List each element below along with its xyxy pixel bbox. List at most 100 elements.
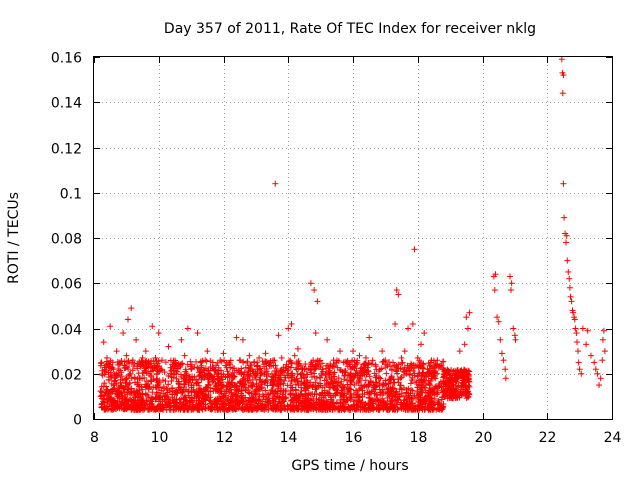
data-point (224, 368, 231, 375)
data-point (495, 318, 502, 325)
data-point (288, 364, 295, 371)
data-point (591, 359, 598, 366)
data-point (160, 383, 167, 390)
data-point (129, 367, 136, 374)
data-points (97, 56, 608, 413)
data-point (392, 320, 399, 327)
x-tick-label: 10 (151, 430, 169, 446)
data-point (153, 395, 160, 402)
data-point (420, 369, 427, 376)
data-point (378, 402, 385, 409)
data-point (291, 352, 298, 359)
data-point (596, 382, 603, 389)
data-point (432, 375, 439, 382)
data-point (242, 387, 249, 394)
data-point (278, 367, 285, 374)
data-point (165, 372, 172, 379)
data-point (204, 348, 211, 355)
data-point (313, 386, 320, 393)
data-point (394, 370, 401, 377)
data-point (430, 372, 437, 379)
data-point (197, 358, 204, 365)
data-point (357, 372, 364, 379)
x-tick-label: 22 (539, 430, 557, 446)
data-point (498, 350, 505, 357)
data-point (328, 396, 335, 403)
data-point (334, 389, 341, 396)
data-point (184, 325, 191, 332)
data-point (287, 391, 294, 398)
data-point (587, 352, 594, 359)
data-point (342, 401, 349, 408)
data-point (198, 362, 205, 369)
data-point (366, 388, 373, 395)
x-tick-labels: 8 10 12 14 16 18 20 22 24 (90, 430, 621, 446)
data-point (362, 377, 369, 384)
data-point (351, 365, 358, 372)
data-point (215, 388, 222, 395)
data-point (120, 385, 127, 392)
data-point (563, 232, 570, 239)
data-point (384, 362, 391, 369)
data-point (390, 385, 397, 392)
data-point (251, 389, 258, 396)
data-point (149, 323, 156, 330)
data-point (497, 336, 504, 343)
data-point (423, 373, 430, 380)
data-point (154, 375, 161, 382)
data-point (328, 379, 335, 386)
data-point (578, 370, 585, 377)
data-point (571, 316, 578, 323)
data-point (248, 383, 255, 390)
data-point (365, 382, 372, 389)
data-point (288, 360, 295, 367)
data-point (261, 371, 268, 378)
x-tick-label: 20 (475, 430, 493, 446)
data-point (262, 350, 269, 357)
data-point (105, 376, 112, 383)
data-point (401, 348, 408, 355)
data-point (155, 330, 162, 337)
data-point (337, 348, 344, 355)
y-tick-label: 0.16 (51, 51, 82, 67)
data-point (492, 271, 499, 278)
data-point (125, 357, 132, 364)
data-point (567, 293, 574, 300)
data-point (559, 90, 566, 97)
data-point (572, 325, 579, 332)
data-point (411, 246, 418, 253)
x-tick-label: 16 (345, 430, 363, 446)
data-point (400, 384, 407, 391)
data-point (143, 391, 150, 398)
data-point (560, 72, 567, 79)
data-point (157, 367, 164, 374)
data-point (280, 380, 287, 387)
data-point (510, 325, 517, 332)
data-point (105, 403, 112, 410)
data-point (402, 393, 409, 400)
data-point (205, 381, 212, 388)
data-point (194, 330, 201, 337)
data-point (316, 358, 323, 365)
data-point (431, 369, 438, 376)
data-point (249, 376, 256, 383)
x-tick-label: 14 (280, 430, 298, 446)
data-point (362, 381, 369, 388)
data-point (351, 374, 358, 381)
data-point (161, 369, 168, 376)
data-point (368, 360, 375, 367)
data-point (508, 280, 515, 287)
data-point (584, 327, 591, 334)
x-tick-label: 8 (90, 430, 99, 446)
data-point (353, 401, 360, 408)
data-point (165, 381, 172, 388)
data-point (173, 375, 180, 382)
data-point (502, 366, 509, 373)
data-point (502, 375, 509, 382)
data-point (376, 405, 383, 412)
data-point (579, 325, 586, 332)
data-point (417, 341, 424, 348)
data-point (287, 382, 294, 389)
data-point (311, 373, 318, 380)
